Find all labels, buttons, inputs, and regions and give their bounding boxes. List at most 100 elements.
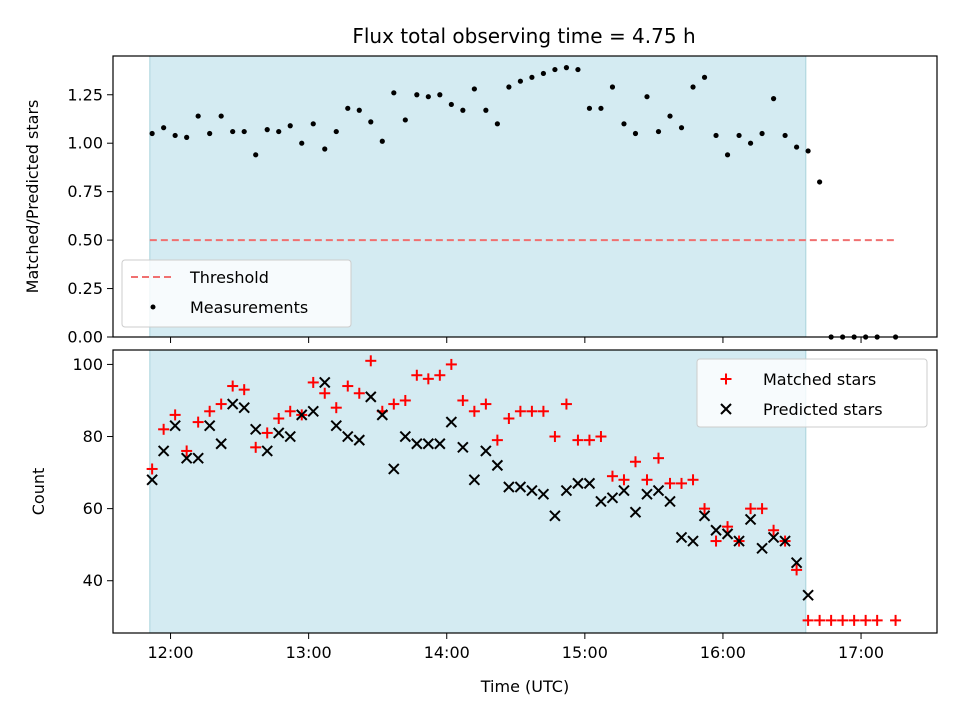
measurement-point <box>184 134 190 140</box>
matched-point <box>227 380 239 392</box>
measurement-point <box>345 105 351 111</box>
measurement-point <box>701 74 708 80</box>
measurement-point <box>310 121 316 127</box>
matched-point <box>629 456 641 468</box>
measurement-point <box>621 121 627 127</box>
measurement-point <box>644 94 650 100</box>
predicted-point <box>618 484 630 497</box>
measurement-point <box>793 144 800 150</box>
predicted-point <box>767 531 780 544</box>
legend-measurements-swatch <box>150 304 156 310</box>
matched-point <box>572 434 584 446</box>
measurement-point <box>690 84 696 90</box>
predicted-point <box>675 531 688 544</box>
measurement-point <box>391 90 397 96</box>
matched-point <box>146 463 158 475</box>
predicted-point <box>698 510 711 522</box>
matched-point <box>457 394 469 406</box>
x-tick-label: 17:00 <box>838 643 884 662</box>
predicted-point <box>687 535 699 547</box>
y-tick-label: 100 <box>72 355 103 374</box>
matched-point <box>595 431 607 443</box>
bottom-legend-box <box>696 358 928 428</box>
measurement-point <box>736 132 742 139</box>
matched-point <box>871 614 883 626</box>
measurement-point <box>552 66 558 73</box>
top-legend: Threshold Measurements <box>121 259 352 328</box>
y-tick-label: 0.00 <box>67 328 103 347</box>
predicted-point <box>169 419 181 432</box>
matched-point <box>342 380 354 392</box>
predicted-point <box>537 488 550 500</box>
y-tick-label: 0.25 <box>67 279 103 298</box>
legend-threshold-label: Threshold <box>189 268 269 287</box>
predicted-point <box>457 441 469 454</box>
measurement-point <box>322 146 328 152</box>
matched-point <box>837 614 849 626</box>
predicted-point <box>215 438 227 450</box>
measurement-point <box>575 66 581 73</box>
predicted-point <box>526 484 538 497</box>
predicted-point <box>629 506 642 518</box>
measurement-point <box>782 132 788 139</box>
predicted-point <box>779 535 791 547</box>
measurement-point <box>333 128 339 135</box>
measurement-point <box>172 132 178 139</box>
predicted-point <box>307 405 319 417</box>
predicted-point <box>192 452 204 464</box>
measurement-point <box>529 74 535 80</box>
matched-point <box>411 369 423 381</box>
matched-point <box>514 405 526 417</box>
matched-point <box>422 373 434 385</box>
matched-point <box>606 470 618 482</box>
legend-matched-swatch <box>720 373 732 385</box>
measurement-point <box>425 94 431 100</box>
predicted-point <box>434 438 446 450</box>
predicted-point <box>249 423 262 436</box>
measurement-point <box>195 113 201 119</box>
predicted-point <box>514 481 527 493</box>
measurement-point <box>632 130 639 137</box>
measurement-point <box>713 132 719 139</box>
legend-matched-marker <box>720 373 732 385</box>
matched-point <box>652 452 664 464</box>
measurement-point <box>253 152 259 158</box>
measurement-point <box>448 101 454 108</box>
predicted-point <box>353 434 365 446</box>
predicted-point <box>411 438 423 450</box>
matched-point <box>284 405 296 417</box>
predicted-point <box>319 376 331 389</box>
top-y-axis-label: Matched/Predicted stars <box>23 100 42 294</box>
bottom-x-axis-label: Time (UTC) <box>480 677 569 696</box>
measurement-point <box>368 119 374 125</box>
measurement-point <box>494 121 500 127</box>
x-tick-label: 12:00 <box>147 643 193 662</box>
measurement-point <box>724 152 731 158</box>
measurement-point <box>161 125 167 131</box>
matched-point <box>353 387 365 399</box>
matched-point <box>445 358 457 370</box>
matched-point <box>583 434 595 446</box>
count-panel: 40 60 80 100 12:00 13:00 14:00 15:00 16:00 17:00… <box>29 349 938 696</box>
y-tick-label: 1.25 <box>67 85 103 104</box>
predicted-point <box>802 589 814 601</box>
predicted-point <box>756 542 768 554</box>
predicted-point <box>595 495 607 508</box>
matched-point <box>215 398 227 410</box>
measurement-point <box>264 127 270 133</box>
predicted-point <box>157 445 170 457</box>
legend-predicted-marker <box>720 403 732 415</box>
predicted-point <box>468 474 481 486</box>
predicted-point <box>330 419 342 432</box>
matched-point <box>618 474 630 486</box>
predicted-point <box>284 430 296 443</box>
y-tick-label: 60 <box>83 499 103 518</box>
predicted-point <box>445 416 458 428</box>
top-legend-box <box>121 259 352 328</box>
measurement-point <box>759 130 765 137</box>
matched-point <box>388 398 400 410</box>
predicted-point <box>422 438 435 450</box>
legend-predicted-swatch <box>720 403 732 415</box>
predicted-point <box>203 419 216 432</box>
legend-predicted-label: Predicted stars <box>763 400 883 419</box>
